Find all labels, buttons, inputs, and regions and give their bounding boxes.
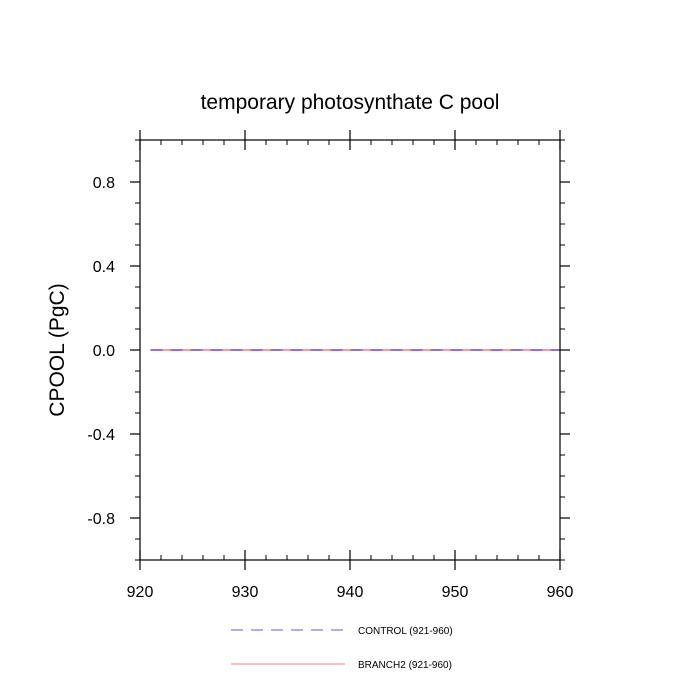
y-axis-label: CPOOL (PgC) [46,283,69,416]
x-tick-label: 960 [547,584,574,601]
x-tick-label: 950 [442,584,469,601]
y-tick-label: -0.4 [87,427,115,444]
axis-ticks: 920 930 940 950 960 0.8 0.4 0.0 -0.4 -0.8 [87,130,573,601]
y-tick-label: 0.0 [93,343,115,360]
legend-label: CONTROL (921-960) [358,626,453,637]
y-tick-label: 0.4 [93,259,115,276]
x-tick-label: 940 [337,584,364,601]
y-tick-label: 0.8 [93,175,115,192]
chart-title: temporary photosynthate C pool [201,91,500,114]
y-tick-label: -0.8 [87,511,115,528]
legend-label: BRANCH2 (921-960) [358,660,452,671]
legend: CONTROL (921-960) BRANCH2 (921-960) [231,626,453,671]
x-tick-label: 930 [232,584,259,601]
x-tick-label: 920 [127,584,154,601]
plot-frame [139,139,561,561]
